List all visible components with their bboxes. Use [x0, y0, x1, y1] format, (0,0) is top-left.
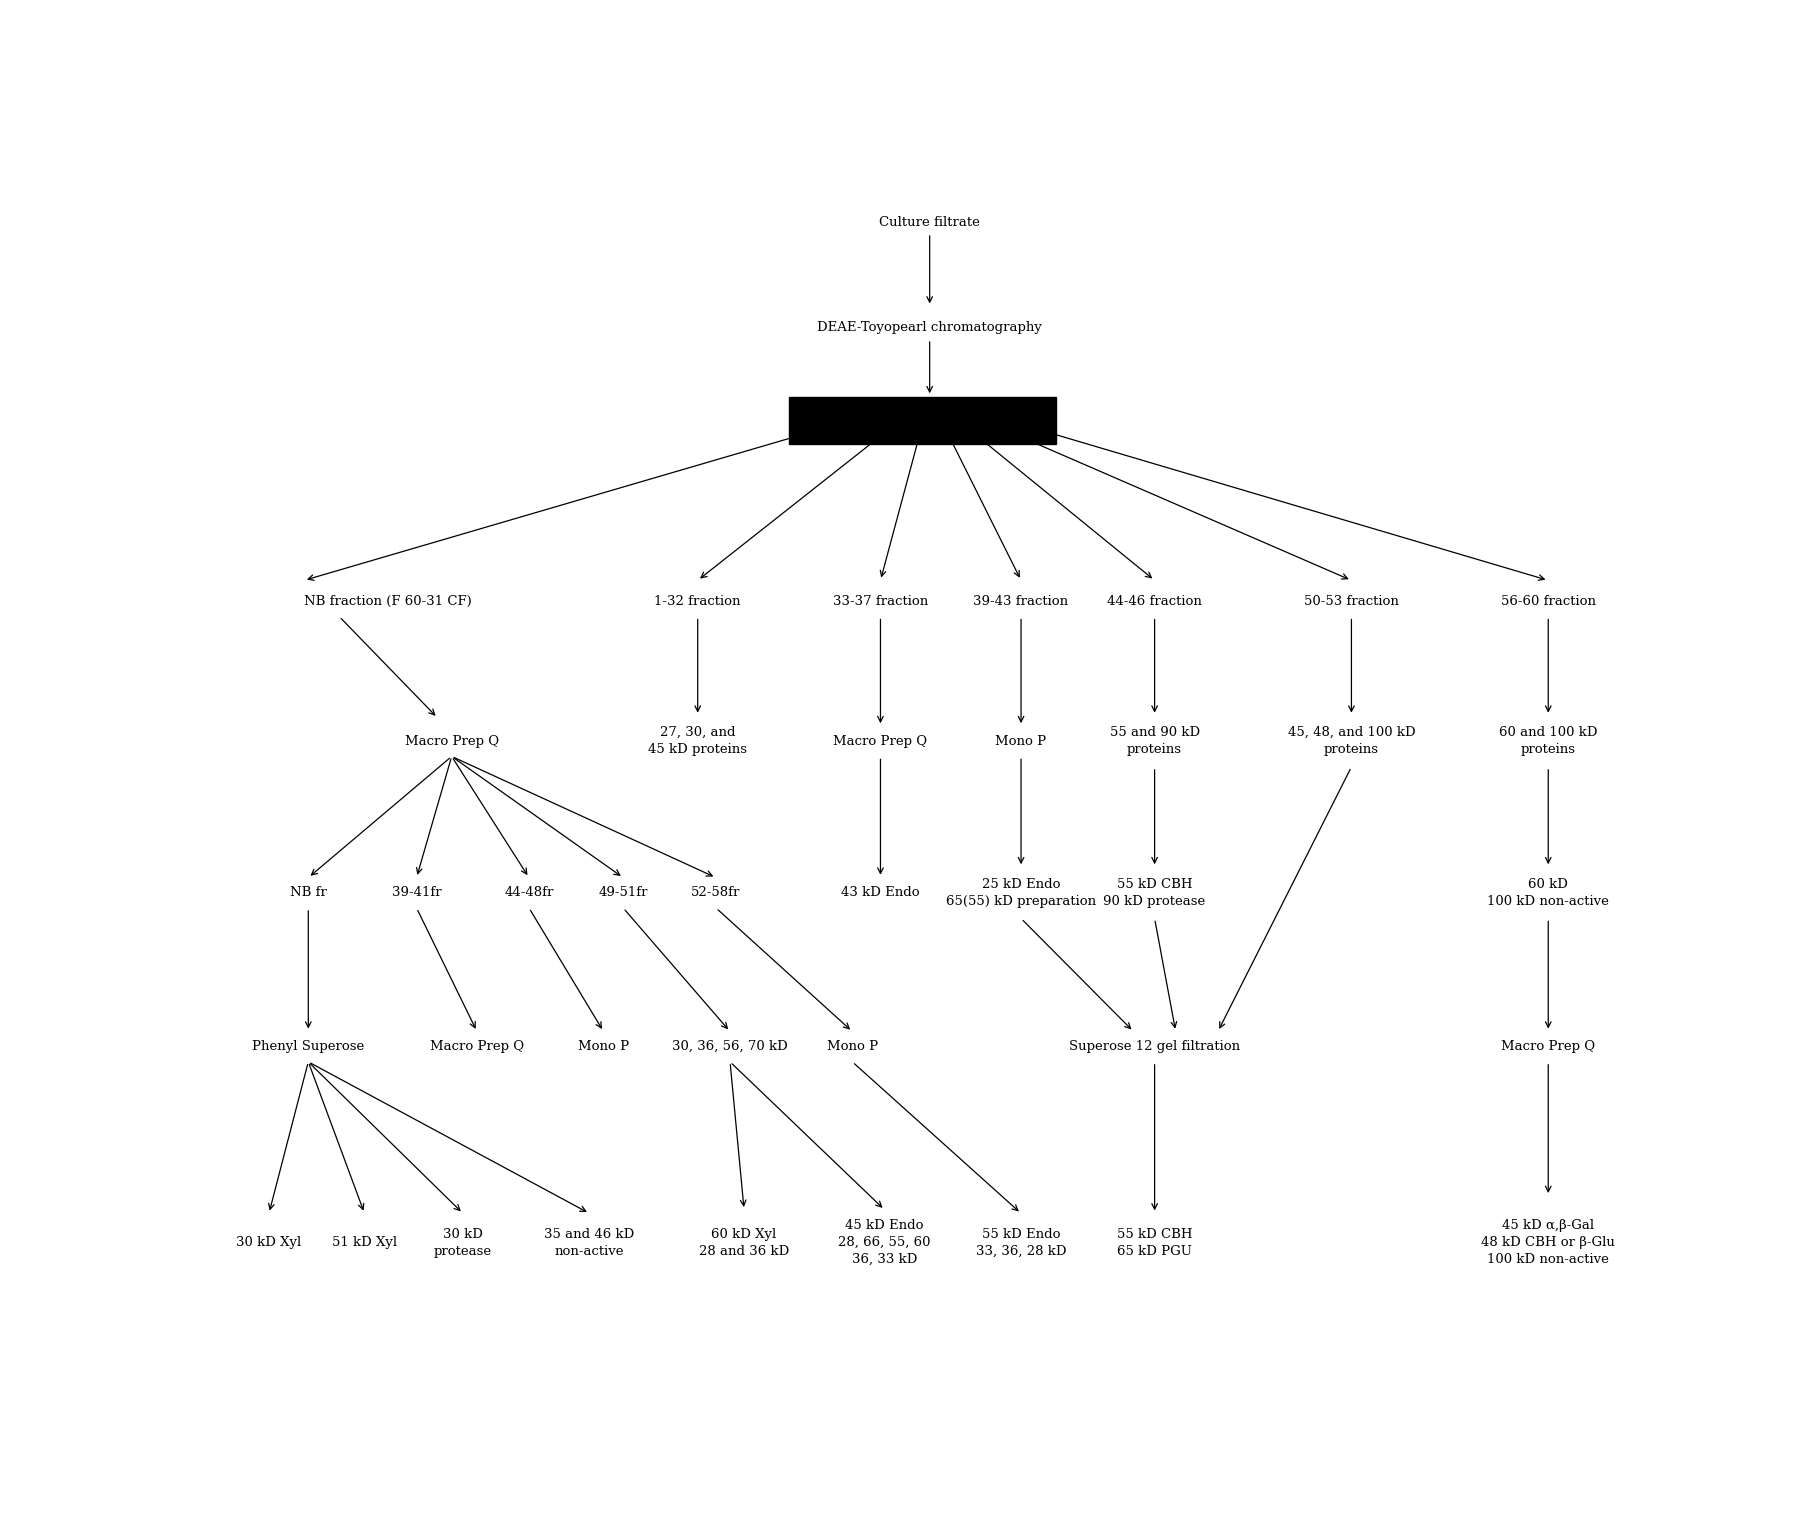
Text: Mono P: Mono P [996, 734, 1047, 748]
Text: 43 kD Endo: 43 kD Endo [842, 886, 920, 899]
Text: 45 kD Endo
28, 66, 55, 60
36, 33 kD: 45 kD Endo 28, 66, 55, 60 36, 33 kD [838, 1219, 931, 1266]
Text: 44-48fr: 44-48fr [504, 886, 553, 899]
Text: 60 kD Xyl
28 and 36 kD: 60 kD Xyl 28 and 36 kD [698, 1228, 789, 1258]
Text: Macro Prep Q: Macro Prep Q [430, 1040, 524, 1054]
Text: Phenyl Superose: Phenyl Superose [252, 1040, 365, 1054]
Text: 55 kD CBH
65 kD PGU: 55 kD CBH 65 kD PGU [1117, 1228, 1192, 1258]
Text: 60 and 100 kD
proteins: 60 and 100 kD proteins [1498, 727, 1598, 757]
Text: Mono P: Mono P [579, 1040, 629, 1054]
Text: 55 and 90 kD
proteins: 55 and 90 kD proteins [1110, 727, 1199, 757]
Text: 33-37 fraction: 33-37 fraction [833, 595, 929, 607]
Bar [789, 397, 1056, 444]
Text: 60 kD
100 kD non-active: 60 kD 100 kD non-active [1487, 878, 1609, 908]
Text: DEAE-Toyopearl chromatography: DEAE-Toyopearl chromatography [818, 321, 1041, 335]
Text: 45 kD α,β-Gal
48 kD CBH or β-Glu
100 kD non-active: 45 kD α,β-Gal 48 kD CBH or β-Glu 100 kD … [1482, 1219, 1614, 1266]
Text: Macro Prep Q: Macro Prep Q [833, 734, 927, 748]
Text: Macro Prep Q: Macro Prep Q [405, 734, 499, 748]
Text: 27, 30, and
45 kD proteins: 27, 30, and 45 kD proteins [648, 727, 747, 757]
Text: 39-43 fraction: 39-43 fraction [974, 595, 1068, 607]
Text: 55 kD CBH
90 kD protease: 55 kD CBH 90 kD protease [1103, 878, 1206, 908]
Text: 30 kD Xyl: 30 kD Xyl [236, 1235, 301, 1249]
Text: NB fr: NB fr [290, 886, 327, 899]
Text: 30 kD
protease: 30 kD protease [434, 1228, 492, 1258]
Text: 50-53 fraction: 50-53 fraction [1304, 595, 1399, 607]
Text: 1-32 fraction: 1-32 fraction [655, 595, 740, 607]
Text: 30, 36, 56, 70 kD: 30, 36, 56, 70 kD [673, 1040, 787, 1054]
Text: 35 and 46 kD
non-active: 35 and 46 kD non-active [544, 1228, 635, 1258]
Text: 56-60 fraction: 56-60 fraction [1500, 595, 1596, 607]
Text: 51 kD Xyl: 51 kD Xyl [332, 1235, 397, 1249]
Text: 44-46 fraction: 44-46 fraction [1107, 595, 1203, 607]
Text: Macro Prep Q: Macro Prep Q [1502, 1040, 1595, 1054]
Text: Superose 12 gel filtration: Superose 12 gel filtration [1068, 1040, 1241, 1054]
Text: Culture filtrate: Culture filtrate [880, 217, 980, 229]
Text: 25 kD Endo
65(55) kD preparation: 25 kD Endo 65(55) kD preparation [945, 878, 1096, 908]
Text: 52-58fr: 52-58fr [691, 886, 740, 899]
Text: 45, 48, and 100 kD
proteins: 45, 48, and 100 kD proteins [1288, 727, 1415, 757]
Text: NB fraction (F 60-31 CF): NB fraction (F 60-31 CF) [305, 595, 472, 607]
Text: 39-41fr: 39-41fr [392, 886, 441, 899]
Text: 55 kD Endo
33, 36, 28 kD: 55 kD Endo 33, 36, 28 kD [976, 1228, 1067, 1258]
Text: Mono P: Mono P [827, 1040, 878, 1054]
Text: 49-51fr: 49-51fr [599, 886, 648, 899]
